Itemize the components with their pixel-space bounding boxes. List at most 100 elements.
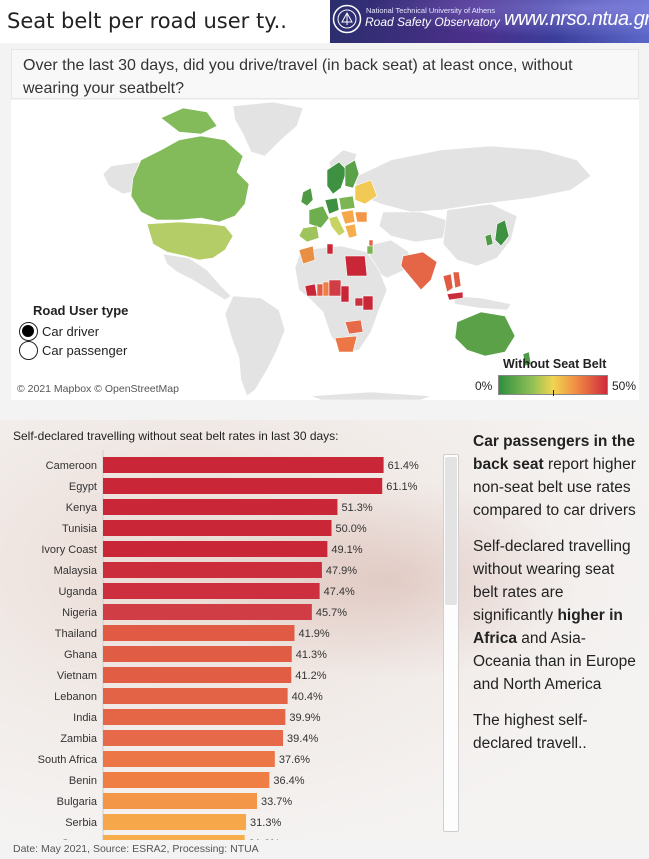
- bar[interactable]: [103, 625, 295, 641]
- country-usa[interactable]: [146, 221, 234, 261]
- radio-selected-icon[interactable]: [19, 322, 38, 341]
- bar-row[interactable]: Egypt 61.1%: [69, 478, 418, 494]
- site-url-link[interactable]: www.nrso.ntua.gr: [504, 8, 649, 30]
- bar-chart-panel: Self-declared travelling without seat be…: [0, 420, 649, 840]
- country-nigeria[interactable]: [328, 279, 342, 297]
- radio-unselected-icon[interactable]: [19, 341, 38, 360]
- country-kenya[interactable]: [362, 295, 374, 311]
- country-sweden[interactable]: [326, 161, 348, 195]
- country-south-korea[interactable]: [484, 233, 494, 247]
- bar-row[interactable]: Kenya 51.3%: [66, 499, 373, 515]
- category-label: Malaysia: [54, 565, 98, 577]
- bar[interactable]: [103, 709, 286, 725]
- country-new-zealand[interactable]: [522, 351, 532, 367]
- bar-row[interactable]: Benin 36.4%: [69, 772, 305, 788]
- country-bulgaria[interactable]: [354, 211, 368, 223]
- bar-row[interactable]: Lebanon 40.4%: [54, 688, 323, 704]
- world-map-panel[interactable]: Road User type Car driver Car passenger …: [11, 100, 639, 400]
- bar[interactable]: [103, 751, 275, 767]
- insight-text-span: report higher non-seat belt use rates co…: [473, 456, 636, 519]
- bar[interactable]: [103, 562, 322, 578]
- country-poland[interactable]: [338, 195, 356, 211]
- value-label: 31.3%: [250, 817, 281, 829]
- bar[interactable]: [103, 604, 312, 620]
- bar-chart[interactable]: Cameroon 61.4% Egypt 61.1% Kenya 51.3% Tunisia…: [10, 450, 440, 840]
- insight-text-span: and Asia-Oceania than in Europe and Nort…: [473, 630, 636, 693]
- country-italy[interactable]: [328, 215, 346, 237]
- country-canada[interactable]: [130, 135, 250, 223]
- chart-scrollbar[interactable]: [443, 454, 459, 832]
- country-greece[interactable]: [344, 223, 358, 239]
- world-map[interactable]: [11, 100, 639, 400]
- country-canada-islands[interactable]: [160, 107, 218, 135]
- country-ghana[interactable]: [316, 283, 324, 297]
- bar-row[interactable]: Thailand 41.9%: [55, 625, 330, 641]
- country-japan[interactable]: [494, 219, 510, 247]
- bar-row[interactable]: Zambia 39.4%: [60, 730, 318, 746]
- map-attribution[interactable]: © 2021 Mapbox © OpenStreetMap: [17, 383, 179, 395]
- bar[interactable]: [103, 457, 384, 473]
- country-israel[interactable]: [366, 245, 374, 255]
- country-ivory-coast[interactable]: [304, 283, 318, 297]
- country-thailand[interactable]: [442, 273, 454, 293]
- scrollbar-thumb[interactable]: [445, 457, 457, 605]
- country-malaysia[interactable]: [446, 291, 464, 301]
- bar-row[interactable]: Serbia 31.3%: [65, 814, 281, 830]
- bar[interactable]: [103, 730, 284, 746]
- country-russia-west[interactable]: [354, 179, 378, 205]
- question-panel: Over the last 30 days, did you drive/tra…: [11, 49, 639, 99]
- bar[interactable]: [103, 499, 338, 515]
- country-france[interactable]: [308, 205, 330, 229]
- color-ramp-tick: [553, 390, 554, 396]
- bar[interactable]: [103, 520, 332, 536]
- bar-row[interactable]: Uganda 47.4%: [58, 583, 355, 599]
- bar[interactable]: [103, 835, 245, 840]
- country-south-africa[interactable]: [334, 335, 358, 353]
- value-label: 47.9%: [326, 565, 357, 577]
- bar-row[interactable]: Cameroon 61.4%: [46, 457, 419, 473]
- country-vietnam[interactable]: [452, 271, 462, 289]
- bar[interactable]: [103, 646, 292, 662]
- country-benin[interactable]: [322, 281, 330, 297]
- bar-row[interactable]: South Africa 37.6%: [38, 751, 311, 767]
- country-india[interactable]: [400, 251, 438, 291]
- survey-question: Over the last 30 days, did you drive/tra…: [23, 57, 573, 97]
- country-spain[interactable]: [298, 225, 320, 243]
- bar-row[interactable]: Nigeria 45.7%: [62, 604, 347, 620]
- bar[interactable]: [103, 772, 270, 788]
- bar-row[interactable]: Bulgaria 33.7%: [57, 793, 293, 809]
- country-uk[interactable]: [300, 187, 314, 207]
- option-car-passenger[interactable]: Car passenger: [19, 341, 127, 360]
- country-cameroon[interactable]: [340, 285, 350, 303]
- country-morocco[interactable]: [298, 245, 316, 265]
- bar-row[interactable]: Ghana 41.3%: [64, 646, 327, 662]
- bar[interactable]: [103, 541, 328, 557]
- country-uganda[interactable]: [354, 297, 364, 307]
- bar[interactable]: [103, 814, 247, 830]
- country-egypt[interactable]: [344, 255, 368, 277]
- bar[interactable]: [103, 667, 292, 683]
- bar-row[interactable]: Ivory Coast 49.1%: [41, 541, 363, 557]
- country-tunisia[interactable]: [326, 243, 334, 255]
- country-germany[interactable]: [324, 197, 340, 215]
- university-name: National Technical University of Athens: [366, 6, 496, 15]
- country-zambia[interactable]: [344, 319, 364, 335]
- category-label: South Africa: [38, 754, 98, 766]
- value-label: 40.4%: [292, 691, 323, 703]
- bar-row[interactable]: Malaysia 47.9%: [54, 562, 358, 578]
- bar[interactable]: [103, 478, 383, 494]
- country-serbia[interactable]: [340, 209, 356, 225]
- bar-row[interactable]: India 39.9%: [73, 709, 321, 725]
- value-label: 61.4%: [388, 460, 419, 472]
- bar[interactable]: [103, 583, 320, 599]
- bar-row[interactable]: Vietnam 41.2%: [57, 667, 327, 683]
- bar[interactable]: [103, 793, 258, 809]
- country-australia[interactable]: [454, 311, 516, 357]
- country-lebanon[interactable]: [368, 239, 374, 247]
- observatory-name: Road Safety Observatory: [365, 15, 500, 29]
- bar-row[interactable]: Greece 31.0%: [61, 835, 280, 840]
- country-finland[interactable]: [344, 159, 360, 189]
- option-car-driver[interactable]: Car driver: [19, 322, 99, 341]
- bar[interactable]: [103, 688, 288, 704]
- bar-row[interactable]: Tunisia 50.0%: [62, 520, 367, 536]
